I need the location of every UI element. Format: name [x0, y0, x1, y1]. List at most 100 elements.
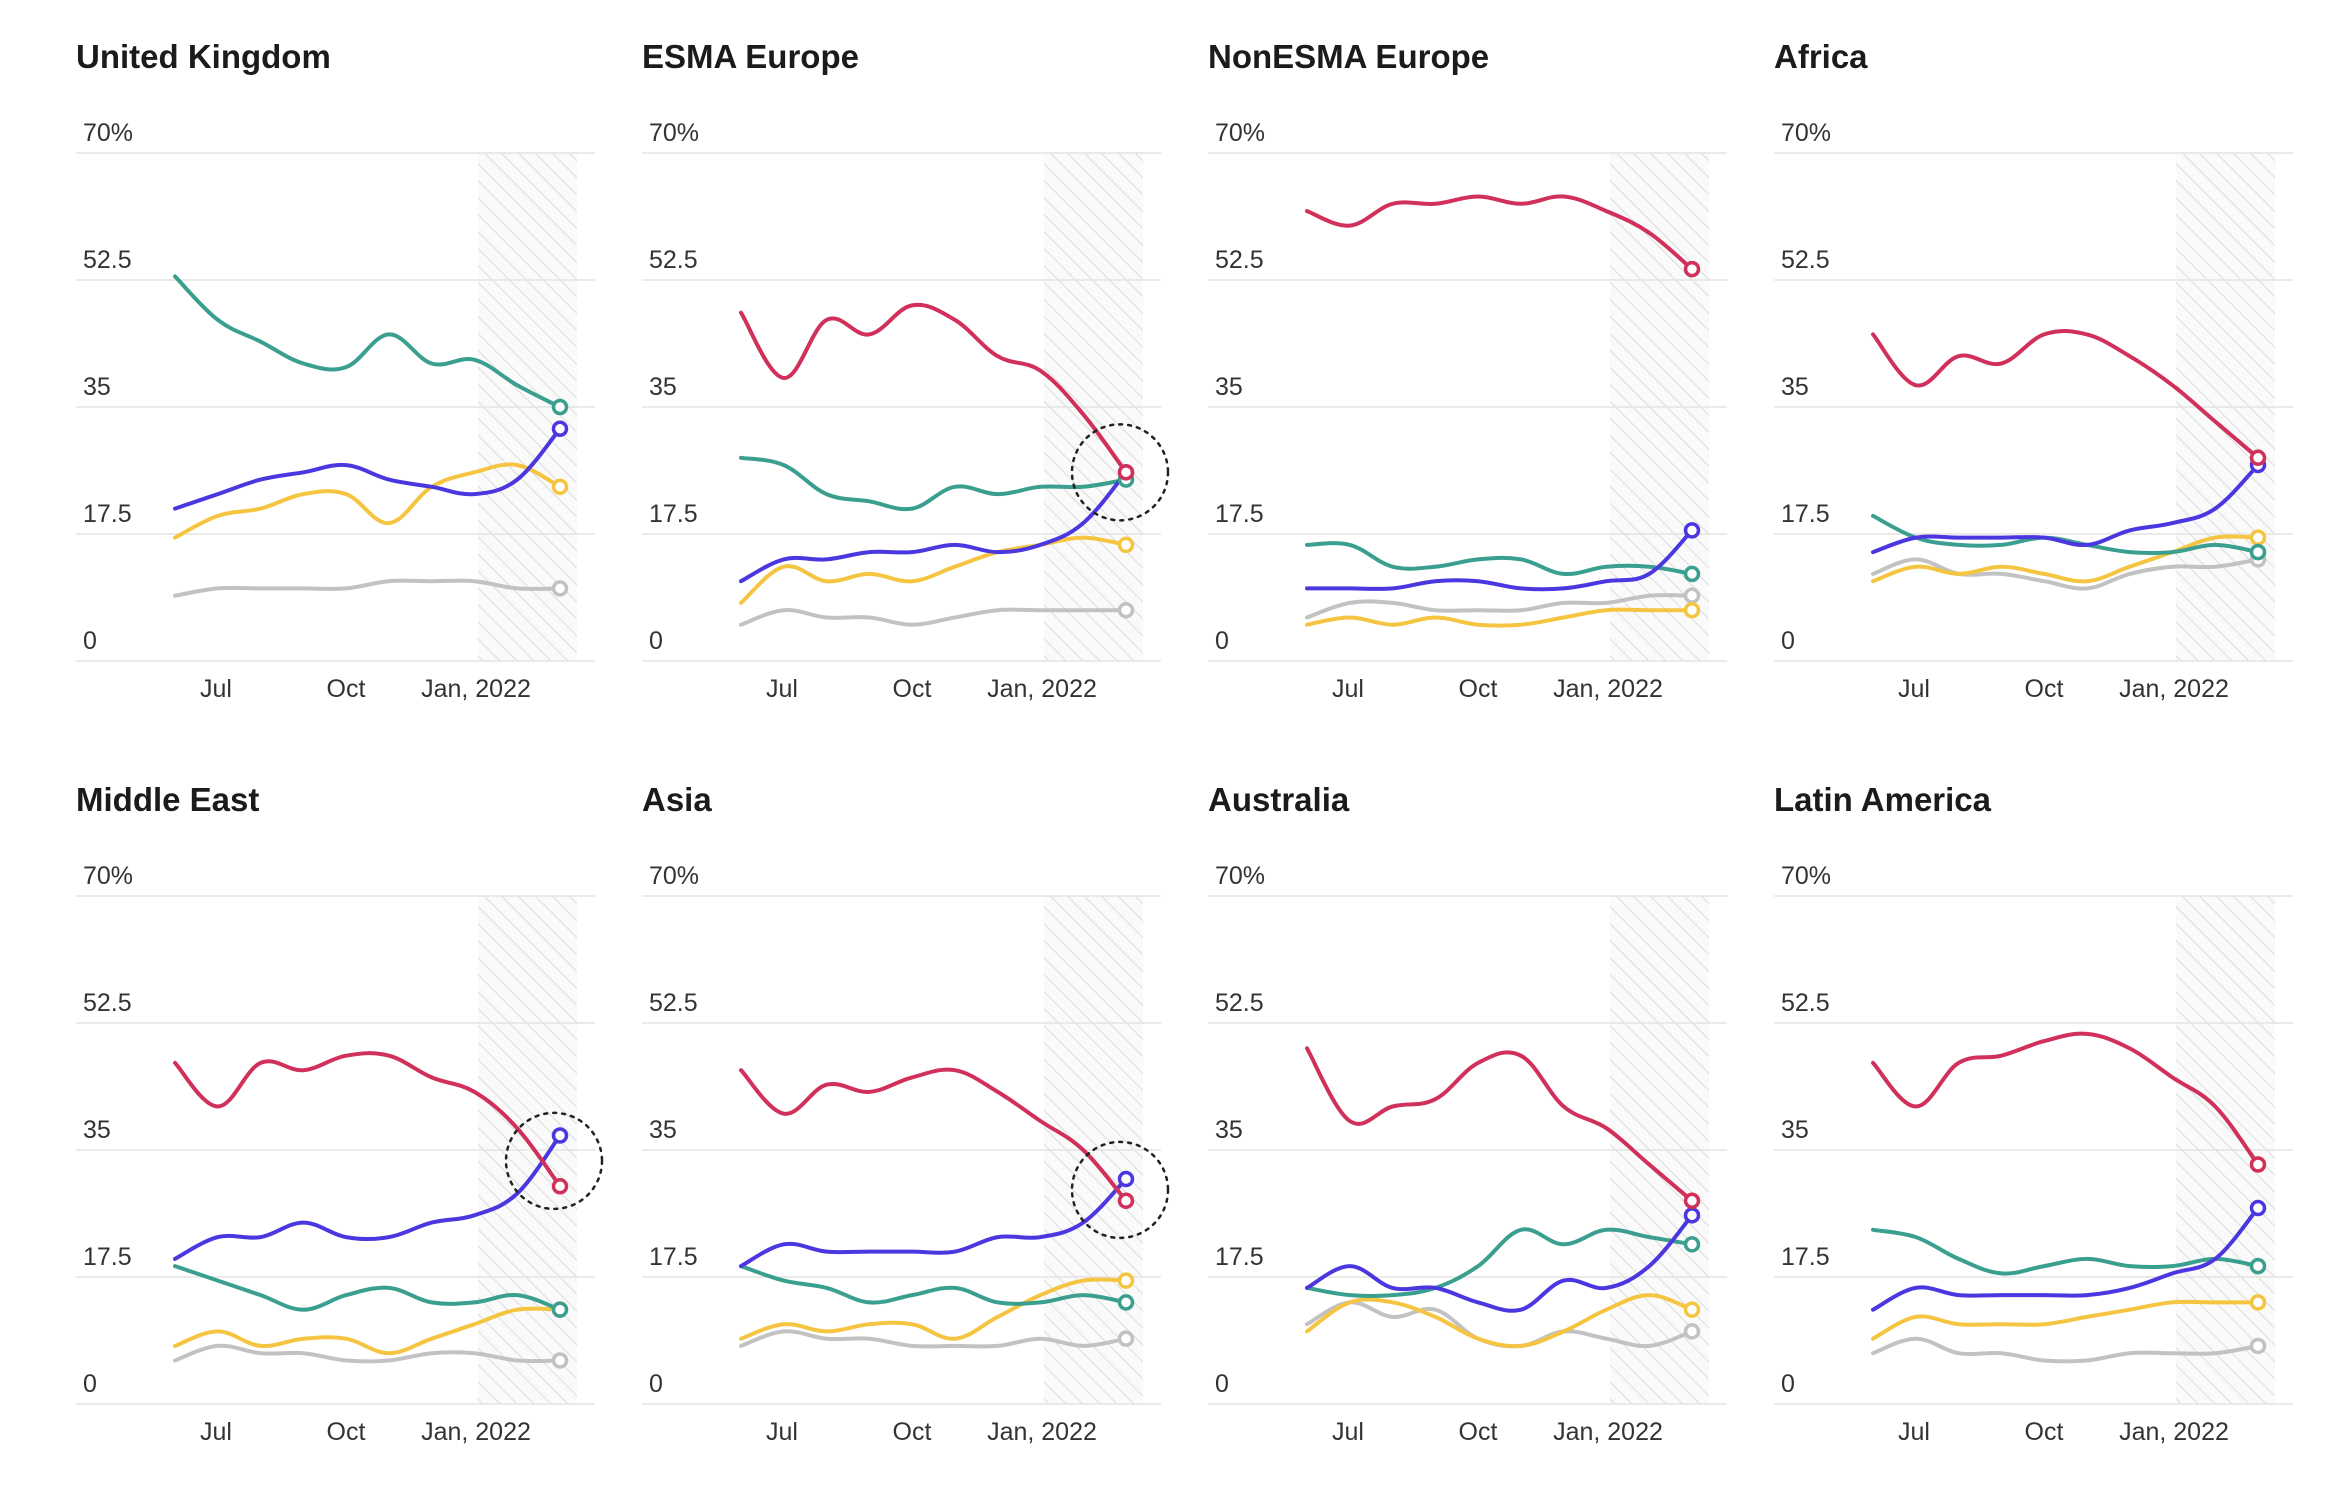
series-endpoint-yellow[interactable] [1117, 536, 1135, 554]
x-tick-label: Jan, 2022 [1553, 1418, 1663, 1446]
series-line-red [173, 1051, 562, 1189]
series-endpoint-red[interactable] [2249, 449, 2267, 467]
series-line-yellow [1305, 1293, 1694, 1349]
chart-title: Asia [642, 781, 712, 818]
series-endpoint-gray[interactable] [551, 580, 569, 597]
series-endpoint-blue[interactable] [1683, 522, 1701, 539]
x-tick-label: Oct [327, 1418, 366, 1446]
series-endpoint-blue[interactable] [551, 420, 569, 438]
series-endpoint-yellow[interactable] [1683, 601, 1701, 619]
y-tick-label: 70% [649, 862, 699, 890]
series-line-yellow [1871, 534, 2260, 584]
series-endpoint-blue[interactable] [1117, 1170, 1135, 1188]
series-endpoint-blue[interactable] [2249, 1199, 2267, 1217]
series-line-teal [173, 1264, 562, 1312]
series-line-red [739, 1067, 1128, 1203]
chart-svg: 70% 52.5 35 17.5 0 Jul Oct Jan, 2022 [1208, 862, 1727, 1446]
series-endpoint-yellow[interactable] [2249, 1294, 2267, 1311]
chart-panel-asia: Asia 70% 52.5 35 17.5 0 Jul Oct Jan, 2022 [642, 743, 1208, 1446]
series-endpoint-teal[interactable] [2249, 1257, 2267, 1275]
y-tick-label: 70% [1215, 862, 1265, 890]
y-tick-label: 17.5 [649, 1243, 698, 1271]
series-endpoint-yellow[interactable] [2249, 529, 2267, 546]
chart-title: ESMA Europe [642, 38, 859, 75]
x-tick-label: Jan, 2022 [2119, 1418, 2229, 1446]
x-tick-label: Oct [893, 675, 932, 703]
series-line-blue [739, 470, 1128, 584]
series-line-yellow [739, 535, 1128, 605]
series-endpoint-red[interactable] [1117, 1192, 1135, 1210]
x-tick-label: Jan, 2022 [2119, 675, 2229, 703]
series-line-blue [739, 1177, 1128, 1269]
y-tick-label: 35 [83, 373, 111, 401]
y-tick-label: 17.5 [83, 500, 132, 528]
chart-title: Latin America [1774, 781, 1992, 818]
y-tick-label: 35 [83, 1116, 111, 1144]
series-endpoint-red[interactable] [1683, 1192, 1701, 1210]
series-line-gray [173, 578, 562, 598]
series-endpoint-red[interactable] [1683, 260, 1701, 278]
chart-svg: 70% 52.5 35 17.5 0 Jul Oct Jan, 2022 [76, 119, 595, 703]
series-endpoint-yellow[interactable] [551, 478, 569, 496]
y-tick-label: 0 [1781, 627, 1795, 655]
series-endpoint-red[interactable] [551, 1178, 569, 1195]
y-tick-label: 70% [649, 119, 699, 147]
y-tick-label: 17.5 [83, 1243, 132, 1271]
y-tick-label: 52.5 [83, 989, 132, 1017]
chart-title: NonESMA Europe [1208, 38, 1490, 75]
series-endpoint-gray[interactable] [1683, 1323, 1701, 1340]
y-tick-label: 52.5 [649, 246, 698, 274]
series-endpoint-red[interactable] [1117, 464, 1135, 481]
series-line-blue [173, 426, 562, 511]
x-tick-label: Jul [1332, 675, 1364, 703]
series-line-yellow [173, 1306, 562, 1356]
x-tick-label: Jan, 2022 [987, 1418, 1097, 1446]
series-endpoint-teal[interactable] [1117, 1294, 1135, 1311]
series-line-red [739, 302, 1128, 475]
x-tick-label: Jan, 2022 [421, 675, 531, 703]
series-endpoint-red[interactable] [2249, 1156, 2267, 1173]
highlight-circle [504, 1111, 604, 1211]
series-endpoint-gray[interactable] [1117, 601, 1135, 619]
y-tick-label: 52.5 [649, 989, 698, 1017]
series-line-red [1305, 194, 1694, 272]
series-endpoint-teal[interactable] [551, 398, 569, 416]
series-line-gray [739, 607, 1128, 627]
chart-title: Africa [1774, 38, 1868, 75]
series-endpoint-blue[interactable] [1683, 1207, 1701, 1224]
series-line-teal [1871, 1227, 2260, 1276]
series-line-red [1871, 328, 2260, 460]
y-tick-label: 35 [1781, 373, 1809, 401]
series-line-teal [1305, 1227, 1694, 1299]
y-tick-label: 70% [83, 862, 133, 890]
chart-panel-united-kingdom: United Kingdom 70% 52.5 35 17.5 0 Jul Oct Jan, 2… [76, 0, 642, 703]
x-tick-label: Oct [1459, 1418, 1498, 1446]
y-tick-label: 35 [649, 1116, 677, 1144]
series-endpoint-teal[interactable] [2249, 543, 2267, 561]
y-tick-label: 52.5 [1215, 246, 1264, 274]
chart-panel-africa: Africa 70% 52.5 35 17.5 0 Jul Oct Jan, 2022 [1774, 0, 2330, 703]
y-tick-label: 70% [1781, 119, 1831, 147]
y-tick-label: 17.5 [649, 500, 698, 528]
series-endpoint-teal[interactable] [1683, 1236, 1701, 1253]
y-tick-label: 52.5 [1781, 989, 1830, 1017]
series-endpoint-gray[interactable] [1683, 587, 1701, 604]
highlight-circle [1070, 1140, 1170, 1240]
series-endpoint-gray[interactable] [1117, 1330, 1135, 1347]
series-endpoint-teal[interactable] [1683, 565, 1701, 583]
series-endpoint-gray[interactable] [2249, 1337, 2267, 1355]
series-endpoint-yellow[interactable] [1683, 1301, 1701, 1318]
series-endpoint-teal[interactable] [551, 1301, 569, 1318]
x-tick-label: Oct [327, 675, 366, 703]
y-tick-label: 35 [1215, 373, 1243, 401]
chart-panel-latin-america: Latin America 70% 52.5 35 17.5 0 Jul Oct Jan, 20… [1774, 743, 2330, 1446]
series-line-yellow [173, 462, 562, 540]
highlight-circle [1070, 423, 1170, 522]
x-tick-label: Jul [1898, 1418, 1930, 1446]
series-endpoint-gray[interactable] [551, 1352, 569, 1369]
y-tick-label: 0 [1215, 627, 1229, 655]
series-endpoint-yellow[interactable] [1117, 1272, 1135, 1289]
y-tick-label: 0 [1781, 1370, 1795, 1398]
x-tick-label: Oct [2025, 1418, 2064, 1446]
series-endpoint-blue[interactable] [551, 1127, 569, 1144]
